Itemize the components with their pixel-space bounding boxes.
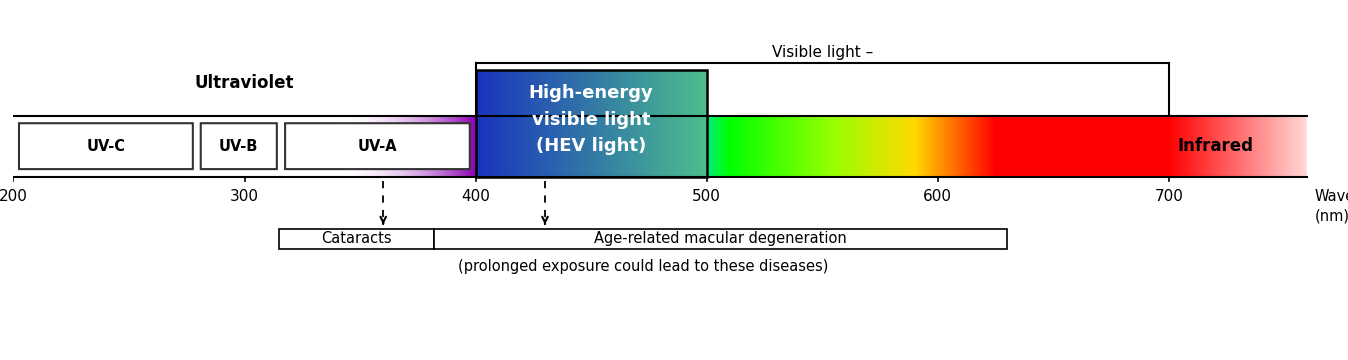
Text: High-energy
visible light
(HEV light): High-energy visible light (HEV light) — [528, 84, 654, 155]
Text: Ultraviolet: Ultraviolet — [195, 74, 294, 92]
Text: UV-B: UV-B — [220, 139, 259, 154]
Text: UV-C: UV-C — [86, 139, 125, 154]
Text: (prolonged exposure could lead to these diseases): (prolonged exposure could lead to these … — [458, 259, 829, 274]
Text: 400: 400 — [461, 189, 491, 204]
Text: UV-A: UV-A — [357, 139, 398, 154]
Bar — [279, 229, 434, 249]
Text: Visible light –: Visible light – — [771, 45, 874, 59]
Text: 600: 600 — [923, 189, 952, 204]
FancyBboxPatch shape — [19, 123, 193, 169]
Text: 300: 300 — [231, 189, 259, 204]
Bar — [434, 229, 1007, 249]
Text: Wavelength
(nm): Wavelength (nm) — [1314, 189, 1348, 224]
Bar — [476, 70, 706, 177]
Text: 200: 200 — [0, 189, 28, 204]
Text: Cataracts: Cataracts — [321, 231, 392, 246]
Bar — [13, 116, 1308, 177]
Text: Age-related macular degeneration: Age-related macular degeneration — [594, 231, 847, 246]
Text: 700: 700 — [1154, 189, 1184, 204]
FancyBboxPatch shape — [201, 123, 276, 169]
FancyBboxPatch shape — [284, 123, 470, 169]
Text: Infrared: Infrared — [1177, 137, 1254, 155]
Text: 500: 500 — [693, 189, 721, 204]
